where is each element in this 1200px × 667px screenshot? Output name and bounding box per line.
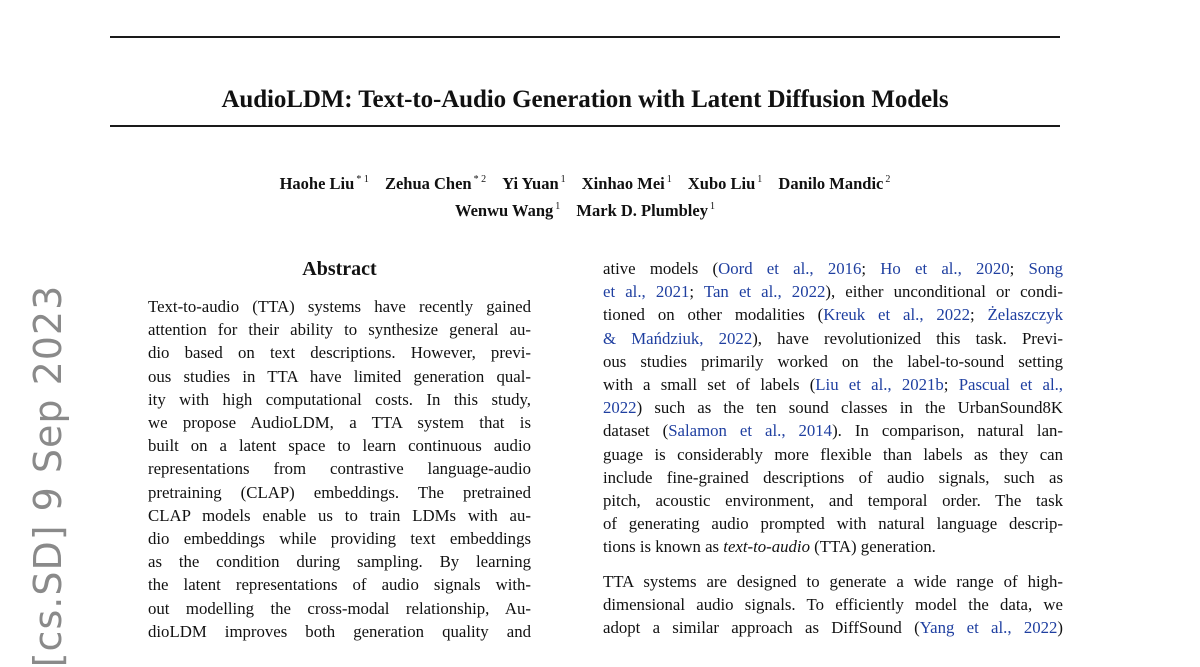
paragraph-gap — [603, 559, 1063, 570]
author-affiliation-mark: 1 — [666, 174, 672, 185]
citation-link[interactable]: Żelaszczyk — [987, 305, 1063, 325]
abstract-column: Abstract Text-to-audio (TTA) systems hav… — [148, 256, 531, 643]
author: Wenwu Wang 1 — [455, 201, 560, 220]
body-line: & Mańdziuk, 2022), have revolutionized t… — [603, 328, 1063, 348]
author-name: Mark D. Plumbley — [576, 201, 708, 220]
author-name: Yi Yuan — [502, 174, 559, 193]
abstract-line: dio based on text descriptions. However,… — [148, 343, 531, 363]
author: Danilo Mandic 2 — [778, 174, 890, 193]
abstract-body: Text-to-audio (TTA) systems have recentl… — [148, 295, 531, 643]
abstract-line: as the condition during sampling. By lea… — [148, 552, 531, 572]
author: Yi Yuan 1 — [502, 174, 565, 193]
body-line: et al., 2021; Tan et al., 2022), either … — [603, 282, 1063, 302]
author-affiliation-mark: * 2 — [473, 174, 487, 185]
body-line: tions is known as text-to-audio (TTA) ge… — [603, 537, 936, 557]
author-affiliation-mark: 1 — [560, 174, 566, 185]
body-line: with a small set of labels (Liu et al., … — [603, 375, 1063, 395]
citation-link[interactable]: & Mańdziuk, 2022 — [603, 328, 753, 348]
author: Xinhao Mei 1 — [582, 174, 672, 193]
citation-link[interactable]: Kreuk et al., 2022 — [823, 305, 970, 325]
author-name: Zehua Chen — [384, 174, 472, 193]
abstract-line: built on a latent space to learn continu… — [148, 436, 531, 456]
body-line: of generating audio prompted with natura… — [603, 514, 1063, 534]
author-name: Xubo Liu — [687, 174, 756, 193]
title-rule-bottom — [110, 125, 1060, 127]
body-line: dataset (Salamon et al., 2014). In compa… — [603, 421, 1063, 441]
arxiv-stamp: [cs.SD] 9 Sep 2023 — [26, 284, 70, 667]
abstract-line: dioLDM improves both generation quality … — [148, 621, 531, 641]
body-line: TTA systems are designed to generate a w… — [603, 571, 1063, 591]
author-name: Danilo Mandic — [778, 174, 884, 193]
author: Xubo Liu 1 — [688, 174, 762, 193]
citation-link[interactable]: Pascual et al., — [958, 375, 1063, 395]
abstract-line: attention for their ability to synthesiz… — [148, 320, 531, 340]
author-name: Xinhao Mei — [581, 174, 665, 193]
author-affiliation-mark: 2 — [885, 174, 891, 185]
author-row-1: Haohe Liu * 1 Zehua Chen * 2 Yi Yuan 1 Xinh… — [0, 168, 1170, 195]
abstract-line: out modelling the cross-modal relationsh… — [148, 598, 531, 618]
author: Haohe Liu * 1 — [280, 174, 369, 193]
body-line: pitch, acoustic environment, and tempora… — [603, 491, 1063, 511]
citation-link[interactable]: Oord et al., 2016 — [718, 259, 862, 278]
body-line: dimensional audio signals. To efficientl… — [603, 594, 1063, 614]
abstract-heading: Abstract — [302, 258, 377, 280]
body-line: include fine-grained descriptions of aud… — [603, 467, 1063, 487]
abstract-line: Text-to-audio (TTA) systems have recentl… — [148, 297, 531, 316]
author-affiliation-mark: 1 — [555, 201, 561, 212]
intro-paragraph-1: ative models (Oord et al., 2016; Ho et a… — [603, 257, 1063, 559]
citation-link[interactable]: Ho et al., 2020 — [880, 259, 1010, 278]
abstract-line: ity with high computational costs. In th… — [148, 389, 531, 409]
citation-link[interactable]: Song — [1028, 259, 1063, 278]
author-affiliation-mark: * 1 — [356, 174, 369, 185]
citation-link[interactable]: 2022 — [603, 398, 637, 418]
citation-link[interactable]: Salamon et al., 2014 — [668, 421, 833, 441]
body-line: tioned on other modalities (Kreuk et al.… — [603, 305, 1063, 325]
author-affiliation-mark: 1 — [709, 201, 715, 212]
author: Zehua Chen * 2 — [385, 174, 486, 193]
abstract-line: ous studies in TTA have limited generati… — [148, 366, 531, 386]
body-line: guage is considerably more flexible than… — [603, 444, 1063, 464]
author-list: Haohe Liu * 1 Zehua Chen * 2 Yi Yuan 1 Xinh… — [0, 168, 1170, 222]
title-rule-top — [110, 36, 1060, 38]
citation-link[interactable]: et al., 2021 — [603, 282, 690, 302]
author-name: Haohe Liu — [279, 174, 355, 193]
abstract-line: the latent representations of audio sign… — [148, 575, 531, 595]
intro-paragraph-2: TTA systems are designed to generate a w… — [603, 570, 1063, 640]
body-line: ative models (Oord et al., 2016; Ho et a… — [603, 259, 1063, 278]
citation-link[interactable]: Tan et al., 2022 — [703, 282, 826, 302]
abstract-line: representations from contrastive languag… — [148, 459, 531, 479]
author-affiliation-mark: 1 — [757, 174, 763, 185]
author-row-2: Wenwu Wang 1 Mark D. Plumbley 1 — [0, 195, 1170, 222]
abstract-line: we propose AudioLDM, a TTA system that i… — [148, 413, 531, 433]
abstract-line: dio embeddings while providing text embe… — [148, 529, 531, 549]
body-line: ous studies primarily worked on the labe… — [603, 351, 1063, 371]
introduction-column: ative models (Oord et al., 2016; Ho et a… — [603, 257, 1063, 639]
paper-title: AudioLDM: Text-to-Audio Generation with … — [221, 85, 949, 113]
abstract-line: CLAP models enable us to train LDMs with… — [148, 505, 531, 525]
body-line: adopt a similar approach as DiffSound (Y… — [603, 618, 1063, 638]
body-line: 2022) such as the ten sound classes in t… — [603, 398, 1063, 418]
emphasis-term: text-to-audio — [723, 537, 810, 557]
abstract-line: pretraining (CLAP) embeddings. The pretr… — [148, 482, 531, 502]
citation-link[interactable]: Liu et al., 2021b — [815, 375, 944, 395]
author: Mark D. Plumbley 1 — [576, 201, 715, 220]
author-name: Wenwu Wang — [455, 201, 554, 220]
citation-link[interactable]: Yang et al., 2022 — [919, 618, 1058, 638]
